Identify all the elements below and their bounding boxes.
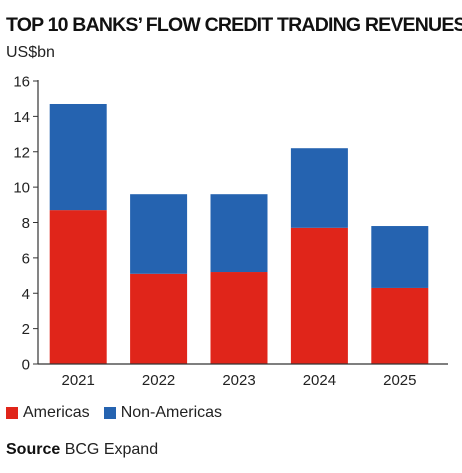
bar-americas-2023	[210, 272, 268, 364]
bar-americas-2021	[49, 210, 107, 364]
legend: Americas Non-Americas	[6, 404, 236, 422]
x-tick-label-2024: 2024	[303, 372, 336, 389]
bar-americas-2025	[371, 287, 429, 364]
source-note: Source BCG Expand	[6, 441, 158, 459]
legend-item-americas: Americas	[6, 404, 90, 422]
y-axis-unit: US$bn	[6, 44, 55, 61]
x-tick-label-2021: 2021	[62, 372, 95, 389]
y-tick-label: 16	[13, 74, 30, 91]
stacked-bar-chart: 0 2 4 6 8 10 12 14 16 2021 2022 2023 2024 2025	[13, 74, 448, 389]
bar-americas-2024	[290, 227, 348, 364]
legend-item-non-americas: Non-Americas	[103, 404, 223, 422]
y-tick-label: 10	[13, 180, 30, 197]
bar-non-americas-2023	[210, 194, 268, 273]
y-tick-label: 2	[22, 321, 30, 338]
bar-americas-2022	[130, 273, 188, 364]
axis-lines	[37, 80, 448, 365]
x-axis: 2021 2022 2023 2024 2025	[62, 372, 417, 389]
y-tick-label: 6	[22, 250, 30, 267]
bars	[49, 103, 429, 364]
bar-non-americas-2025	[371, 226, 429, 288]
y-tick-label: 8	[22, 215, 30, 232]
chart-title: TOP 10 BANKS’ FLOW CREDIT TRADING REVENU…	[6, 14, 462, 36]
bar-non-americas-2022	[130, 194, 188, 274]
x-tick-label-2025: 2025	[383, 372, 416, 389]
y-axis: 0 2 4 6 8 10 12 14 16	[13, 74, 38, 374]
y-tick-label: 14	[13, 109, 30, 126]
source-label: Source	[6, 441, 61, 458]
y-tick-label: 4	[22, 286, 30, 303]
x-tick-label-2023: 2023	[222, 372, 255, 389]
legend-swatch-non-americas	[103, 407, 116, 419]
legend-label-non-americas: Non-Americas	[120, 404, 223, 421]
bar-non-americas-2024	[290, 148, 348, 228]
legend-label-americas: Americas	[23, 404, 90, 421]
x-tick-label-2022: 2022	[142, 372, 175, 389]
y-tick-label: 0	[22, 357, 30, 374]
source-text: BCG Expand	[64, 441, 159, 458]
bar-non-americas-2021	[49, 103, 107, 211]
legend-swatch-americas	[6, 407, 18, 419]
y-tick-label: 12	[13, 144, 30, 161]
